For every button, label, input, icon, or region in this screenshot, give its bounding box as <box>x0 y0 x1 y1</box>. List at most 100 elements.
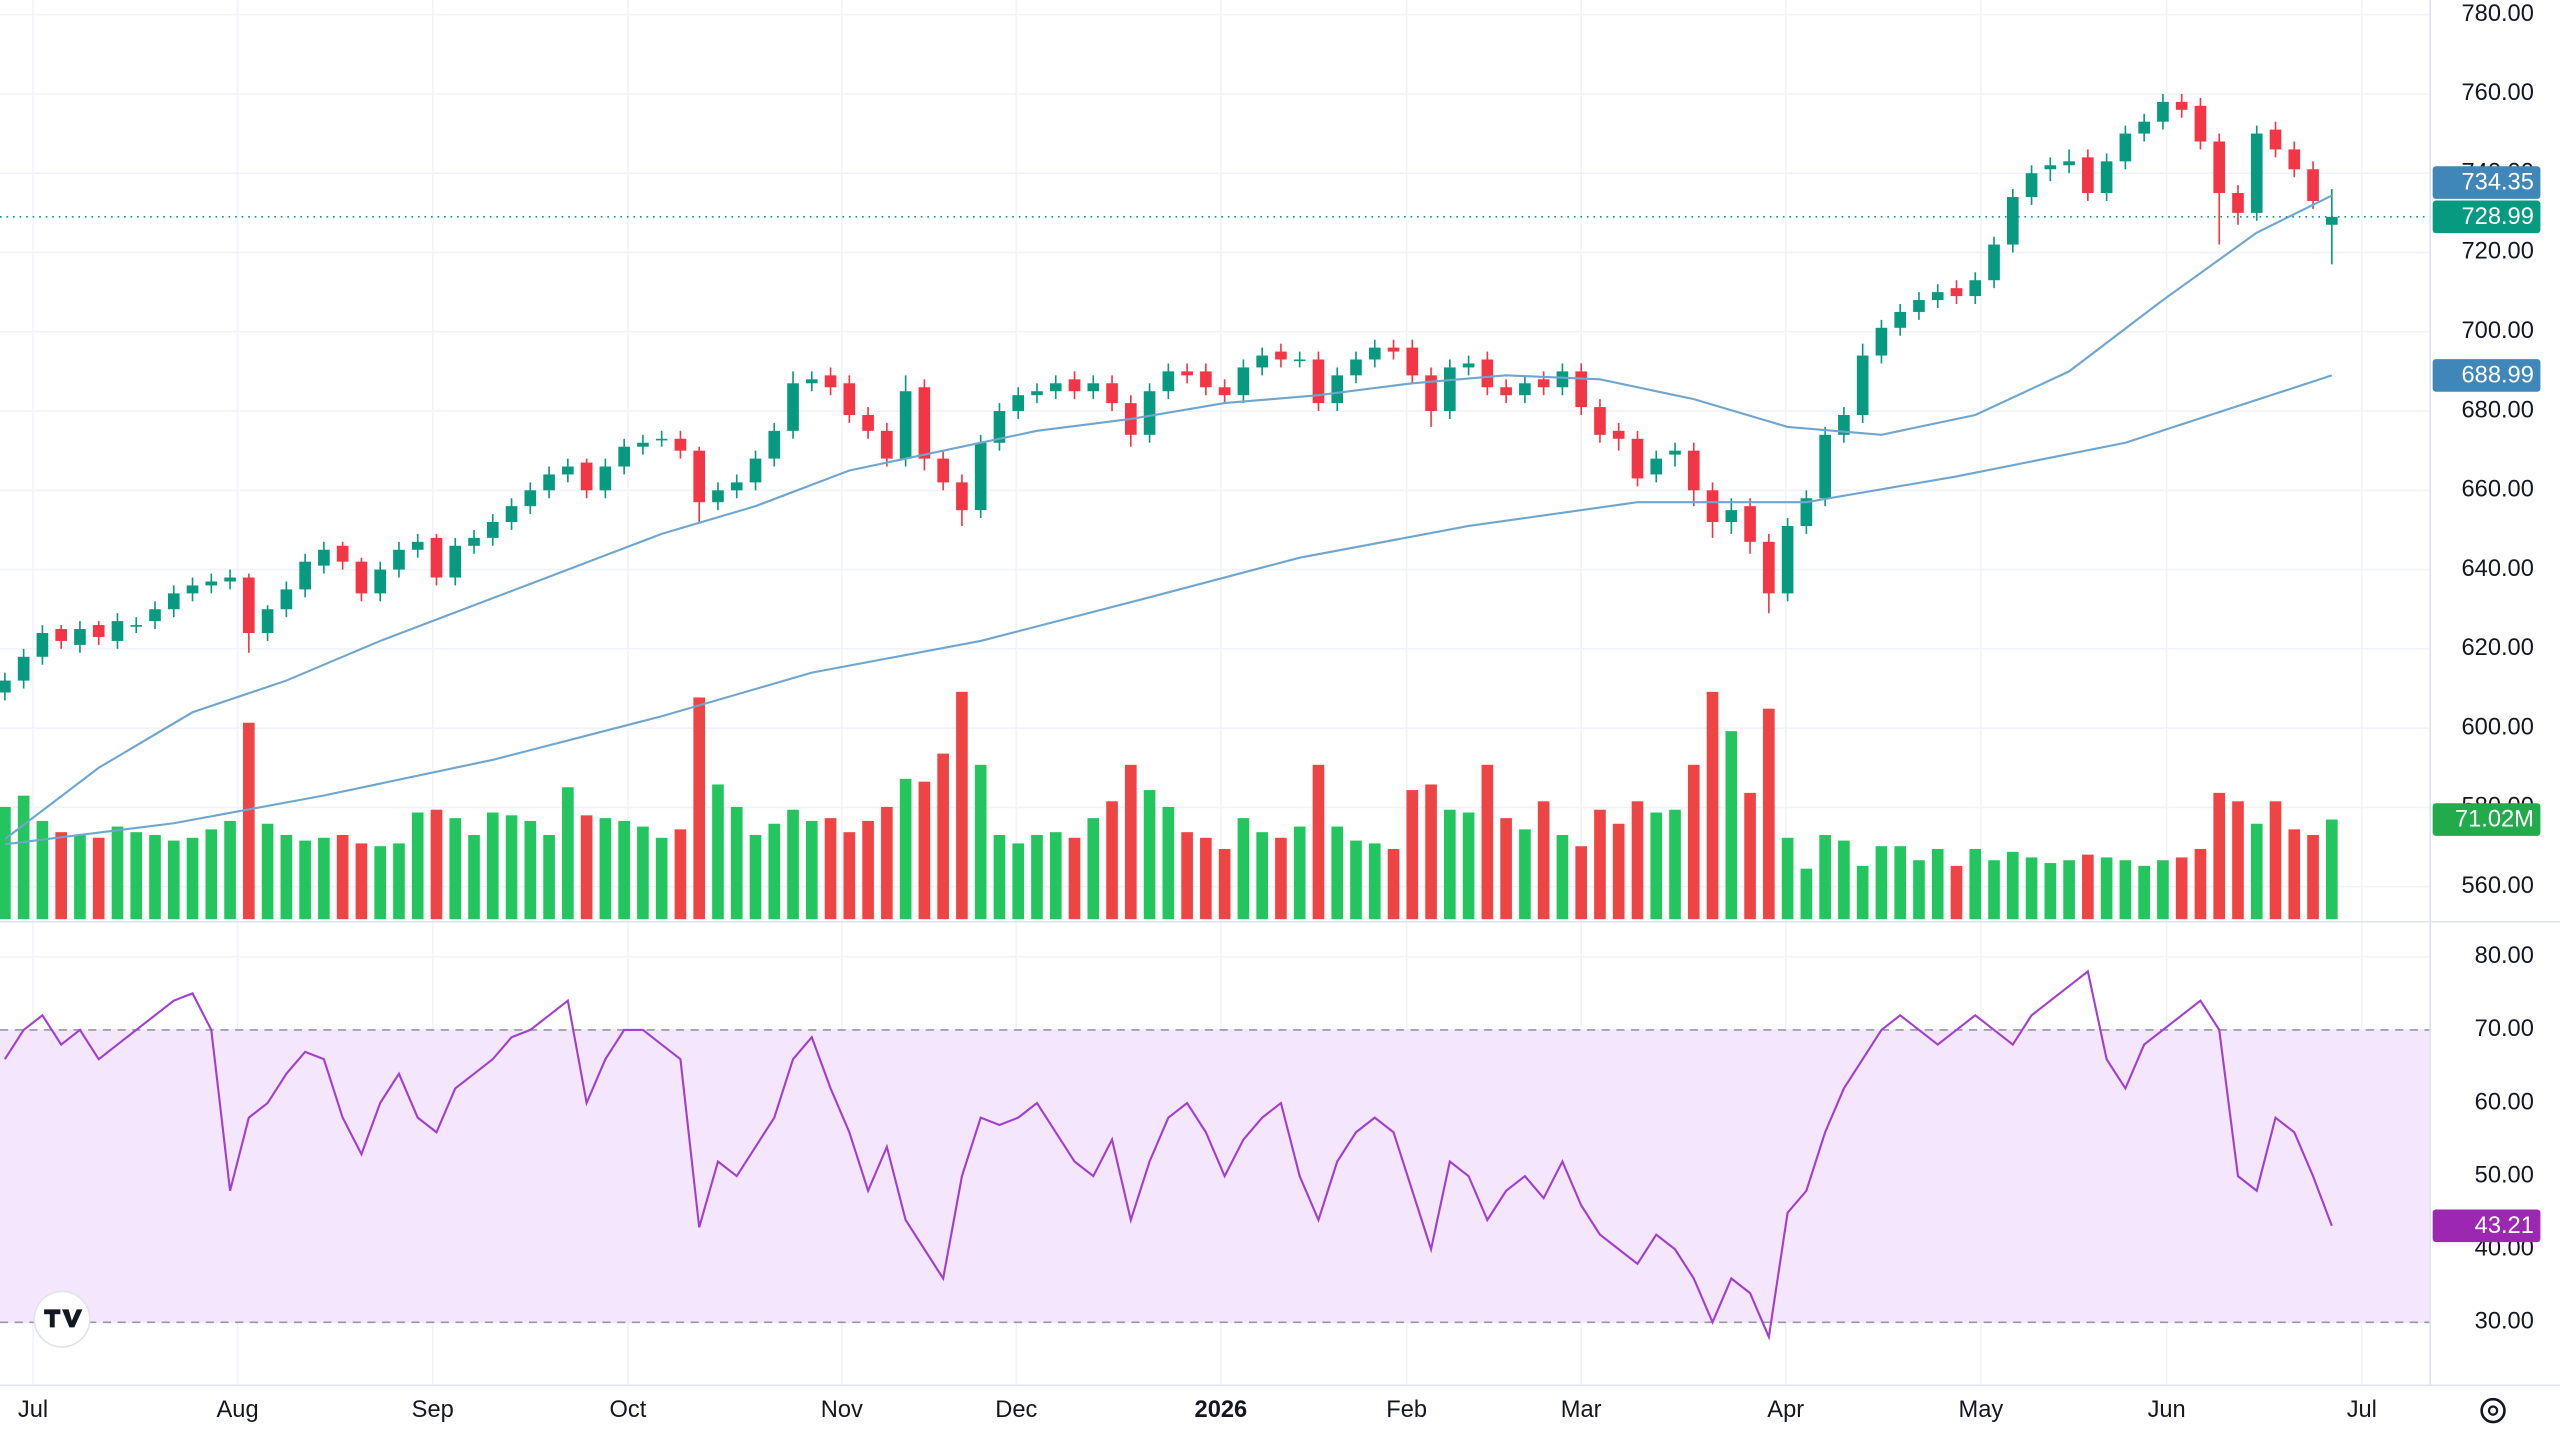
moving-average-label-box <box>2432 166 2541 199</box>
volume-bar <box>318 837 330 920</box>
candle-body <box>36 633 49 657</box>
volume-bar <box>1744 792 1756 920</box>
moving-average-line <box>4 374 2333 846</box>
volume-bar <box>1519 829 1531 920</box>
volume-bar <box>674 829 687 920</box>
x-tick-label: Feb <box>1386 1397 1427 1423</box>
rsi-band-fill <box>0 1029 2430 1323</box>
candle-body <box>2006 196 2019 245</box>
x-tick-label: Jun <box>2148 1397 2186 1423</box>
candle-body <box>862 415 874 431</box>
candle-body <box>2325 216 2338 225</box>
candle-body <box>1744 506 1756 542</box>
volume-bar <box>280 834 293 920</box>
volume-bar <box>693 697 706 920</box>
candle-body <box>1575 371 1588 408</box>
candle-body <box>1031 391 1043 396</box>
moving-average-label-box <box>2432 359 2541 392</box>
candle-body <box>393 549 405 570</box>
rsi-tick-label: 30.00 <box>2475 1309 2534 1335</box>
candle-body <box>655 438 668 441</box>
rsi-background <box>0 1029 2430 1324</box>
volume-bar <box>486 812 499 920</box>
candle-body <box>1537 379 1550 388</box>
volume-bar <box>224 820 236 920</box>
gear-inner <box>2487 1405 2499 1416</box>
volume-bar <box>1068 837 1081 920</box>
volume-bar <box>843 832 856 920</box>
candle-body <box>2025 173 2038 197</box>
volume-bar <box>1781 837 1794 920</box>
rsi-label: 43.21 <box>2475 1213 2534 1239</box>
candle-body <box>1594 407 1606 435</box>
candle-body <box>1856 355 1869 416</box>
volume-bar <box>205 829 218 920</box>
gear-outer[interactable] <box>2480 1397 2506 1424</box>
candle-body <box>1162 371 1175 392</box>
volume-bar <box>1124 764 1137 920</box>
candle-body <box>1312 359 1325 404</box>
volume-pane <box>0 691 2338 920</box>
settings-button[interactable] <box>2480 1397 2506 1424</box>
candle-body <box>2100 161 2113 194</box>
price-pane <box>0 93 2430 846</box>
volume-bar <box>2063 860 2075 920</box>
volume-bar <box>1687 764 1700 920</box>
volume-bar <box>1106 801 1118 920</box>
candle-body <box>787 383 799 431</box>
candle-body <box>1200 371 1212 388</box>
volume-bar <box>17 795 30 920</box>
candle-body <box>637 442 649 447</box>
candle-body <box>186 585 199 594</box>
moving-average-label: 734.35 <box>2462 170 2534 196</box>
y-tick-label: 640.00 <box>2462 556 2534 582</box>
tradingview-logo[interactable] <box>33 1290 91 1348</box>
candle-body <box>1387 347 1400 352</box>
volume-bar <box>562 787 574 920</box>
volume-bar <box>1406 790 1419 920</box>
volume-bar <box>712 784 724 920</box>
y-tick-label: 620.00 <box>2462 635 2534 661</box>
volume-bar <box>2250 823 2263 920</box>
volume-bar <box>768 823 781 920</box>
y-tick-label: 560.00 <box>2462 873 2534 899</box>
candle-body <box>918 387 931 459</box>
candle-body <box>2213 141 2226 194</box>
x-tick-label: Sep <box>412 1397 454 1423</box>
rsi-pane <box>3 969 2333 1341</box>
candle-body <box>2288 149 2301 170</box>
x-tick-label: Dec <box>995 1397 1037 1423</box>
x-tick-label: Jul <box>18 1397 48 1423</box>
candle-body <box>1894 311 1907 328</box>
volume-bar <box>1931 849 1944 920</box>
volume-bar <box>130 832 143 920</box>
candle-body <box>2157 101 2169 122</box>
candle-body <box>974 442 987 511</box>
logo-circle[interactable] <box>33 1290 91 1348</box>
y-tick-label: 760.00 <box>2462 80 2534 106</box>
candle-body <box>1087 383 1100 392</box>
volume-bar <box>1988 860 2000 920</box>
volume-label: 71.02M <box>2455 807 2534 833</box>
volume-bar <box>580 815 593 920</box>
candle-body <box>1256 355 1268 368</box>
volume-bar <box>1856 865 1869 920</box>
candle-body <box>1068 379 1081 392</box>
candle-body <box>524 490 537 507</box>
volume-bar <box>336 834 349 920</box>
candle-body <box>243 577 255 634</box>
volume-bar <box>805 820 818 920</box>
x-tick-label: Jul <box>2347 1397 2377 1423</box>
candle-body <box>468 537 480 546</box>
candle-body <box>1950 288 1963 297</box>
y-tick-label: 600.00 <box>2462 714 2534 740</box>
volume-bar <box>0 806 11 920</box>
volume-bar <box>468 834 480 920</box>
candle-body <box>2119 133 2132 162</box>
candle-body <box>336 545 349 562</box>
candle-body <box>299 561 311 590</box>
volume-bar <box>1331 826 1344 920</box>
volume-bar <box>524 820 537 920</box>
candle-body <box>1350 359 1362 376</box>
volume-bar <box>918 781 931 920</box>
